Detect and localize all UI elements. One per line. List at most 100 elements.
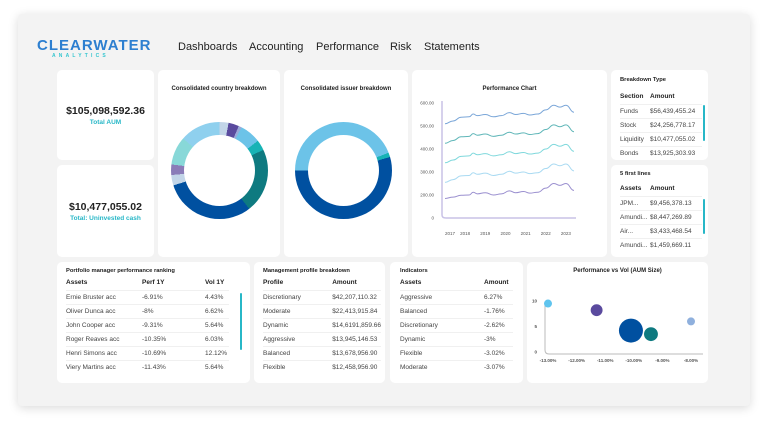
scatter-point — [644, 327, 658, 342]
table-row[interactable]: Stock $24,256,778.17 — [620, 118, 702, 133]
column-header: Assets — [66, 279, 88, 286]
table-row[interactable]: Air... $3,433,468.54 — [620, 224, 702, 239]
performance-chart-card: Performance Chart 600.00 500.00 400.00 300.… — [412, 70, 607, 257]
y-tick-label: 200.00 — [420, 193, 434, 198]
scatter-point — [618, 318, 643, 343]
table-row[interactable]: Balanced $13,678,956.90 — [263, 346, 381, 361]
series-line — [444, 182, 575, 199]
brand-logo[interactable]: CLEARWATER — [37, 37, 152, 54]
nav-accounting[interactable]: Accounting — [249, 41, 304, 53]
table-row[interactable]: Funds $56,439,455.24 — [620, 104, 702, 119]
table-row[interactable]: John Cooper acc -9.31% 5.64% — [66, 318, 229, 333]
table-row[interactable]: JPM... $9,456,378.13 — [620, 196, 702, 211]
table-cell: $1,459,669.11 — [650, 238, 702, 252]
column-header: Amount — [650, 185, 675, 192]
column-header: Assets — [400, 279, 422, 286]
table-row[interactable]: Viery Martins acc -11.43% 5.64% — [66, 360, 229, 374]
table-row[interactable]: Aggressive $13,945,146.53 — [263, 332, 381, 347]
table-cell: 6.27% — [484, 290, 513, 305]
table-cell: -3% — [484, 332, 513, 347]
table-cell: Discretionary — [400, 318, 484, 333]
ranking-card: Portfolio manager performance ranking As… — [57, 262, 250, 383]
table-cell: 4.43% — [205, 290, 229, 305]
table-cell: 6.62% — [205, 304, 229, 319]
table-row[interactable]: Moderate -3.07% — [400, 360, 513, 374]
column-header: Amount — [650, 93, 675, 100]
table-row[interactable]: Amundi... $8,447,269.89 — [620, 210, 702, 225]
series-line — [444, 124, 575, 144]
table-row[interactable]: Liquidity $10,477,055.02 — [620, 132, 702, 147]
table-row[interactable]: Moderate $22,413,915.84 — [263, 304, 381, 319]
performance-line-chart: 600.00 500.00 400.00 300.00 200.00 0 2017 2018 2… — [420, 101, 576, 236]
nav-performance[interactable]: Performance — [316, 41, 379, 53]
table-row[interactable]: Amundi... $1,459,669.11 — [620, 238, 702, 252]
nav-statements[interactable]: Statements — [424, 41, 480, 53]
table-cell: Aggressive — [263, 332, 333, 347]
table-cell: Balanced — [400, 304, 484, 319]
table-row[interactable]: Balanced -1.76% — [400, 304, 513, 319]
table-row[interactable]: Discretionary $42,207,110.32 — [263, 290, 381, 305]
table-row[interactable]: Ernie Bruster acc -6.91% 4.43% — [66, 290, 229, 305]
nav-risk[interactable]: Risk — [390, 41, 412, 53]
y-tick-label: 10 — [532, 299, 538, 304]
x-tick-label: -9.00% — [655, 358, 669, 363]
table-row[interactable]: Oliver Dunca acc -8% 6.62% — [66, 304, 229, 319]
country-donut-chart[interactable] — [171, 122, 268, 219]
ranking-title: Portfolio manager performance ranking — [66, 268, 175, 274]
nav-dashboards[interactable]: Dashboards — [178, 41, 238, 53]
country-breakdown-card: Consolidated country breakdown — [158, 70, 280, 257]
scatter-title: Performance vs Vol (AUM Size) — [573, 268, 662, 274]
table-cell: Flexible — [400, 346, 484, 361]
scrollbar[interactable] — [703, 199, 705, 234]
scatter-point — [687, 317, 695, 326]
table-header-row: Assets Perf 1Y Vol 1Y — [66, 276, 229, 291]
management-card: Management profile breakdown Profile Amou… — [254, 262, 385, 383]
ranking-table: Assets Perf 1Y Vol 1Y Ernie Bruster acc -6.9… — [66, 276, 229, 374]
table-header-row: Assets Amount — [400, 276, 513, 291]
y-tick-label: 300.00 — [420, 170, 434, 175]
issuer-donut-chart[interactable] — [295, 122, 392, 219]
table-cell: -10.35% — [142, 332, 205, 347]
table-cell: -10.69% — [142, 346, 205, 361]
x-tick-label: -12.00% — [568, 358, 585, 363]
table-cell: Henri Simons acc — [66, 346, 142, 361]
table-cell: 12.12% — [205, 346, 229, 361]
scrollbar[interactable] — [240, 293, 242, 350]
first-lines-table: Assets Amount JPM... $9,456,378.13 Amundi...… — [620, 182, 702, 252]
table-cell: 5.64% — [205, 318, 229, 333]
scrollbar[interactable] — [703, 105, 705, 141]
table-cell: Roger Reaves acc — [66, 332, 142, 347]
table-row[interactable]: Roger Reaves acc -10.35% 6.03% — [66, 332, 229, 347]
table-row[interactable]: Dynamic $14,6191,859.66 — [263, 318, 381, 333]
column-header: Amount — [332, 279, 357, 286]
scatter-point — [544, 299, 552, 308]
uninvested-cash-label: Total: Uninvested cash — [70, 215, 141, 222]
table-row[interactable]: Bonds $13,925,303.93 — [620, 146, 702, 160]
y-tick-label: 600.00 — [420, 101, 434, 106]
table-cell: Flexible — [263, 360, 333, 374]
table-row[interactable]: Aggressive 6.27% — [400, 290, 513, 305]
column-header: Vol 1Y — [205, 279, 225, 286]
table-cell: $22,413,915.84 — [332, 304, 381, 319]
table-cell: Liquidity — [620, 132, 650, 147]
total-aum-label: Total AUM — [89, 119, 122, 126]
table-cell: Funds — [620, 104, 650, 119]
scatter-card: Performance vs Vol (AUM Size) 10 5 0 -13.00… — [527, 262, 708, 383]
y-tick-label: 400.00 — [420, 147, 434, 152]
table-row[interactable]: Flexible $12,458,956.90 — [263, 360, 381, 374]
country-breakdown-title: Consolidated country breakdown — [171, 86, 267, 92]
uninvested-cash-card: $10,477,055.02 Total: Uninvested cash — [57, 165, 154, 257]
y-tick-label: 5 — [534, 324, 537, 329]
x-tick-label: -13.00% — [540, 358, 557, 363]
table-cell: Ernie Bruster acc — [66, 290, 142, 305]
table-cell: Viery Martins acc — [66, 360, 142, 374]
column-header: Profile — [263, 279, 284, 286]
issuer-breakdown-title: Consolidated issuer breakdown — [300, 86, 392, 92]
table-cell: Air... — [620, 224, 650, 239]
y-tick-label: 0 — [534, 350, 537, 355]
table-row[interactable]: Henri Simons acc -10.69% 12.12% — [66, 346, 229, 361]
x-tick-label: 2023 — [561, 231, 572, 236]
table-row[interactable]: Flexible -3.02% — [400, 346, 513, 361]
table-row[interactable]: Discretionary -2.62% — [400, 318, 513, 333]
table-row[interactable]: Dynamic -3% — [400, 332, 513, 347]
